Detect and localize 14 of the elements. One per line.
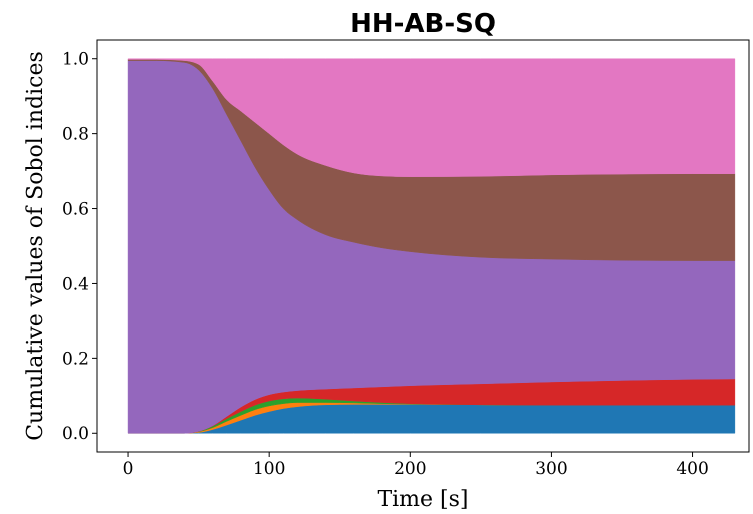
- x-tick-label: 400: [676, 459, 709, 479]
- x-tick-label: 0: [122, 459, 134, 479]
- y-axis-title: Cumulative values of Sobol indices: [23, 51, 48, 441]
- chart-title: HH-AB-SQ: [350, 9, 496, 39]
- x-tick-label: 300: [535, 459, 568, 479]
- y-tick-label: 0.8: [62, 124, 89, 145]
- y-tick-label: 0.4: [62, 274, 89, 294]
- x-tick-label: 100: [252, 459, 286, 479]
- y-tick-label: 0.0: [62, 424, 89, 444]
- y-tick-label: 1.0: [62, 50, 89, 70]
- x-tick-label: 200: [394, 459, 427, 479]
- x-axis-title: Time [s]: [377, 487, 469, 512]
- y-tick-label: 0.6: [62, 199, 89, 220]
- y-tick-label: 0.2: [62, 349, 89, 370]
